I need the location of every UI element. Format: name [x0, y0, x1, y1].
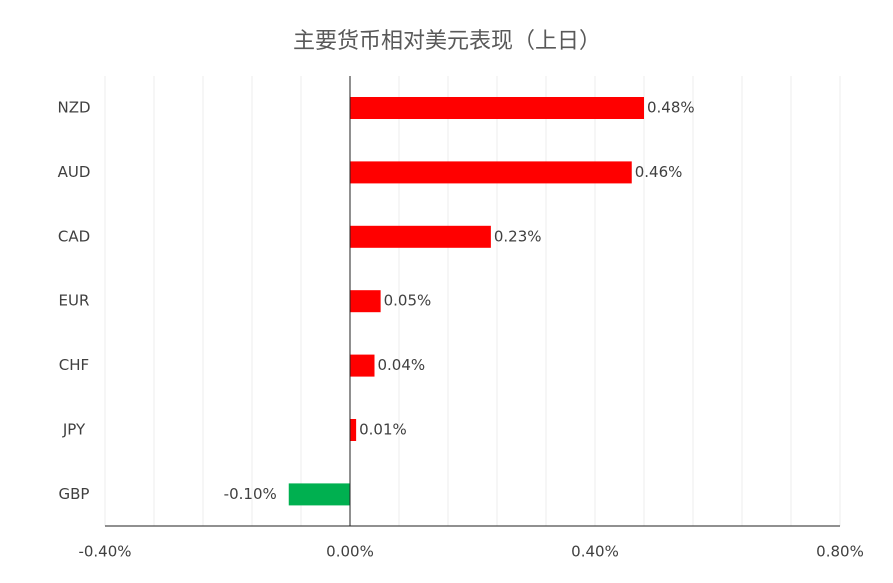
bar — [350, 97, 644, 119]
data-label: 0.46% — [635, 163, 683, 181]
data-label: 0.05% — [384, 292, 432, 310]
x-tick-label: 0.40% — [571, 543, 619, 561]
y-tick-label: CAD — [58, 227, 90, 245]
bar — [350, 354, 375, 377]
y-tick-label: EUR — [59, 292, 90, 310]
bar — [288, 483, 350, 506]
data-label: -0.10% — [224, 485, 277, 503]
bar — [350, 290, 381, 313]
chart-title: 主要货币相对美元表现（上日） — [293, 29, 601, 54]
bar — [350, 419, 357, 441]
y-tick-label: NZD — [57, 99, 90, 117]
y-tick-label: CHF — [59, 356, 89, 374]
y-tick-label: AUD — [58, 163, 91, 181]
x-tick-label: 0.00% — [326, 543, 374, 561]
data-label: 0.04% — [378, 356, 426, 374]
bar — [350, 225, 491, 248]
y-tick-label: GBP — [59, 485, 90, 503]
y-tick-label: JPY — [62, 421, 86, 439]
data-label: 0.48% — [647, 99, 695, 117]
data-label: 0.23% — [494, 227, 542, 245]
data-label: 0.01% — [359, 421, 407, 439]
bar — [350, 161, 632, 184]
x-tick-label: -0.40% — [78, 543, 131, 561]
x-tick-label: 0.80% — [816, 543, 864, 561]
